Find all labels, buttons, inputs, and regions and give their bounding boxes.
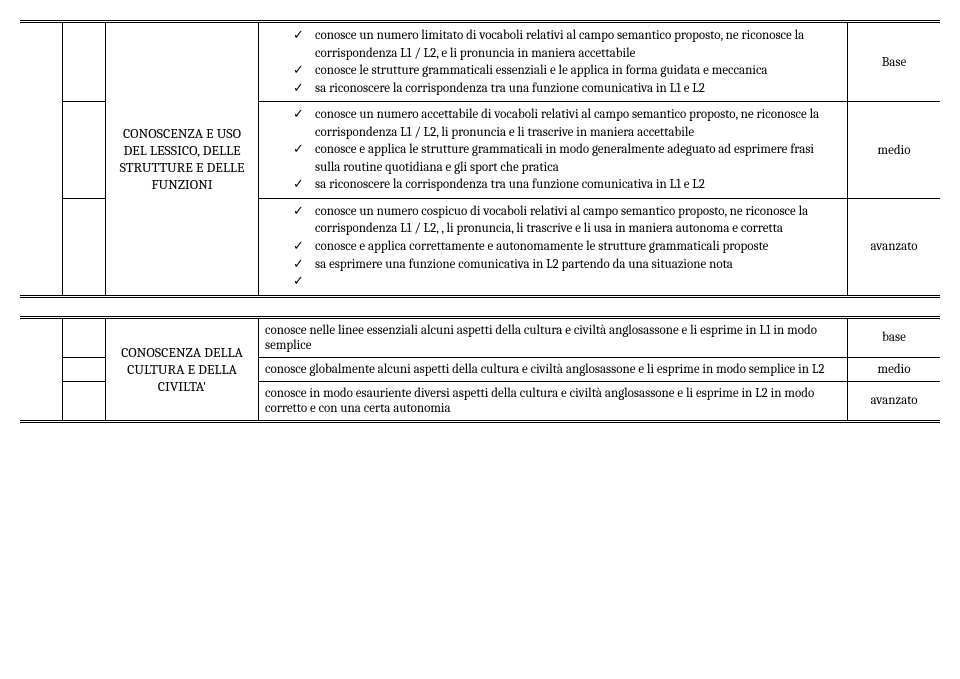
section2-row0-level: base	[848, 317, 941, 357]
section1-level-medio-label: medio	[848, 102, 941, 199]
section2-row1-desc: conosce globalmente alcuni aspetti della…	[259, 357, 848, 381]
section2-row2-desc: conosce in modo esauriente diversi aspet…	[259, 381, 848, 421]
section2-header: CONOSCENZA DELLA CULTURA E DELLA CIVILTA…	[106, 317, 259, 421]
section1-level-base-desc: ✓conosce un numero limitato di vocaboli …	[259, 22, 848, 102]
section1-level-avanzato-desc: ✓conosce un numero cospicuo di vocaboli …	[259, 198, 848, 296]
section2-row0-desc: conosce nelle linee essenziali alcuni as…	[259, 317, 848, 357]
section2-row2-level: avanzato	[848, 381, 941, 421]
section1-level-avanzato-label: avanzato	[848, 198, 941, 296]
section1-level-medio-desc: ✓conosce un numero accettabile di vocabo…	[259, 102, 848, 199]
section2-row1-level: medio	[848, 357, 941, 381]
section1-header: CONOSCENZA E USO DEL LESSICO, DELLE STRU…	[106, 22, 259, 297]
section1-level-base-label: Base	[848, 22, 941, 102]
rubric-table: CONOSCENZA E USO DEL LESSICO, DELLE STRU…	[20, 20, 940, 423]
